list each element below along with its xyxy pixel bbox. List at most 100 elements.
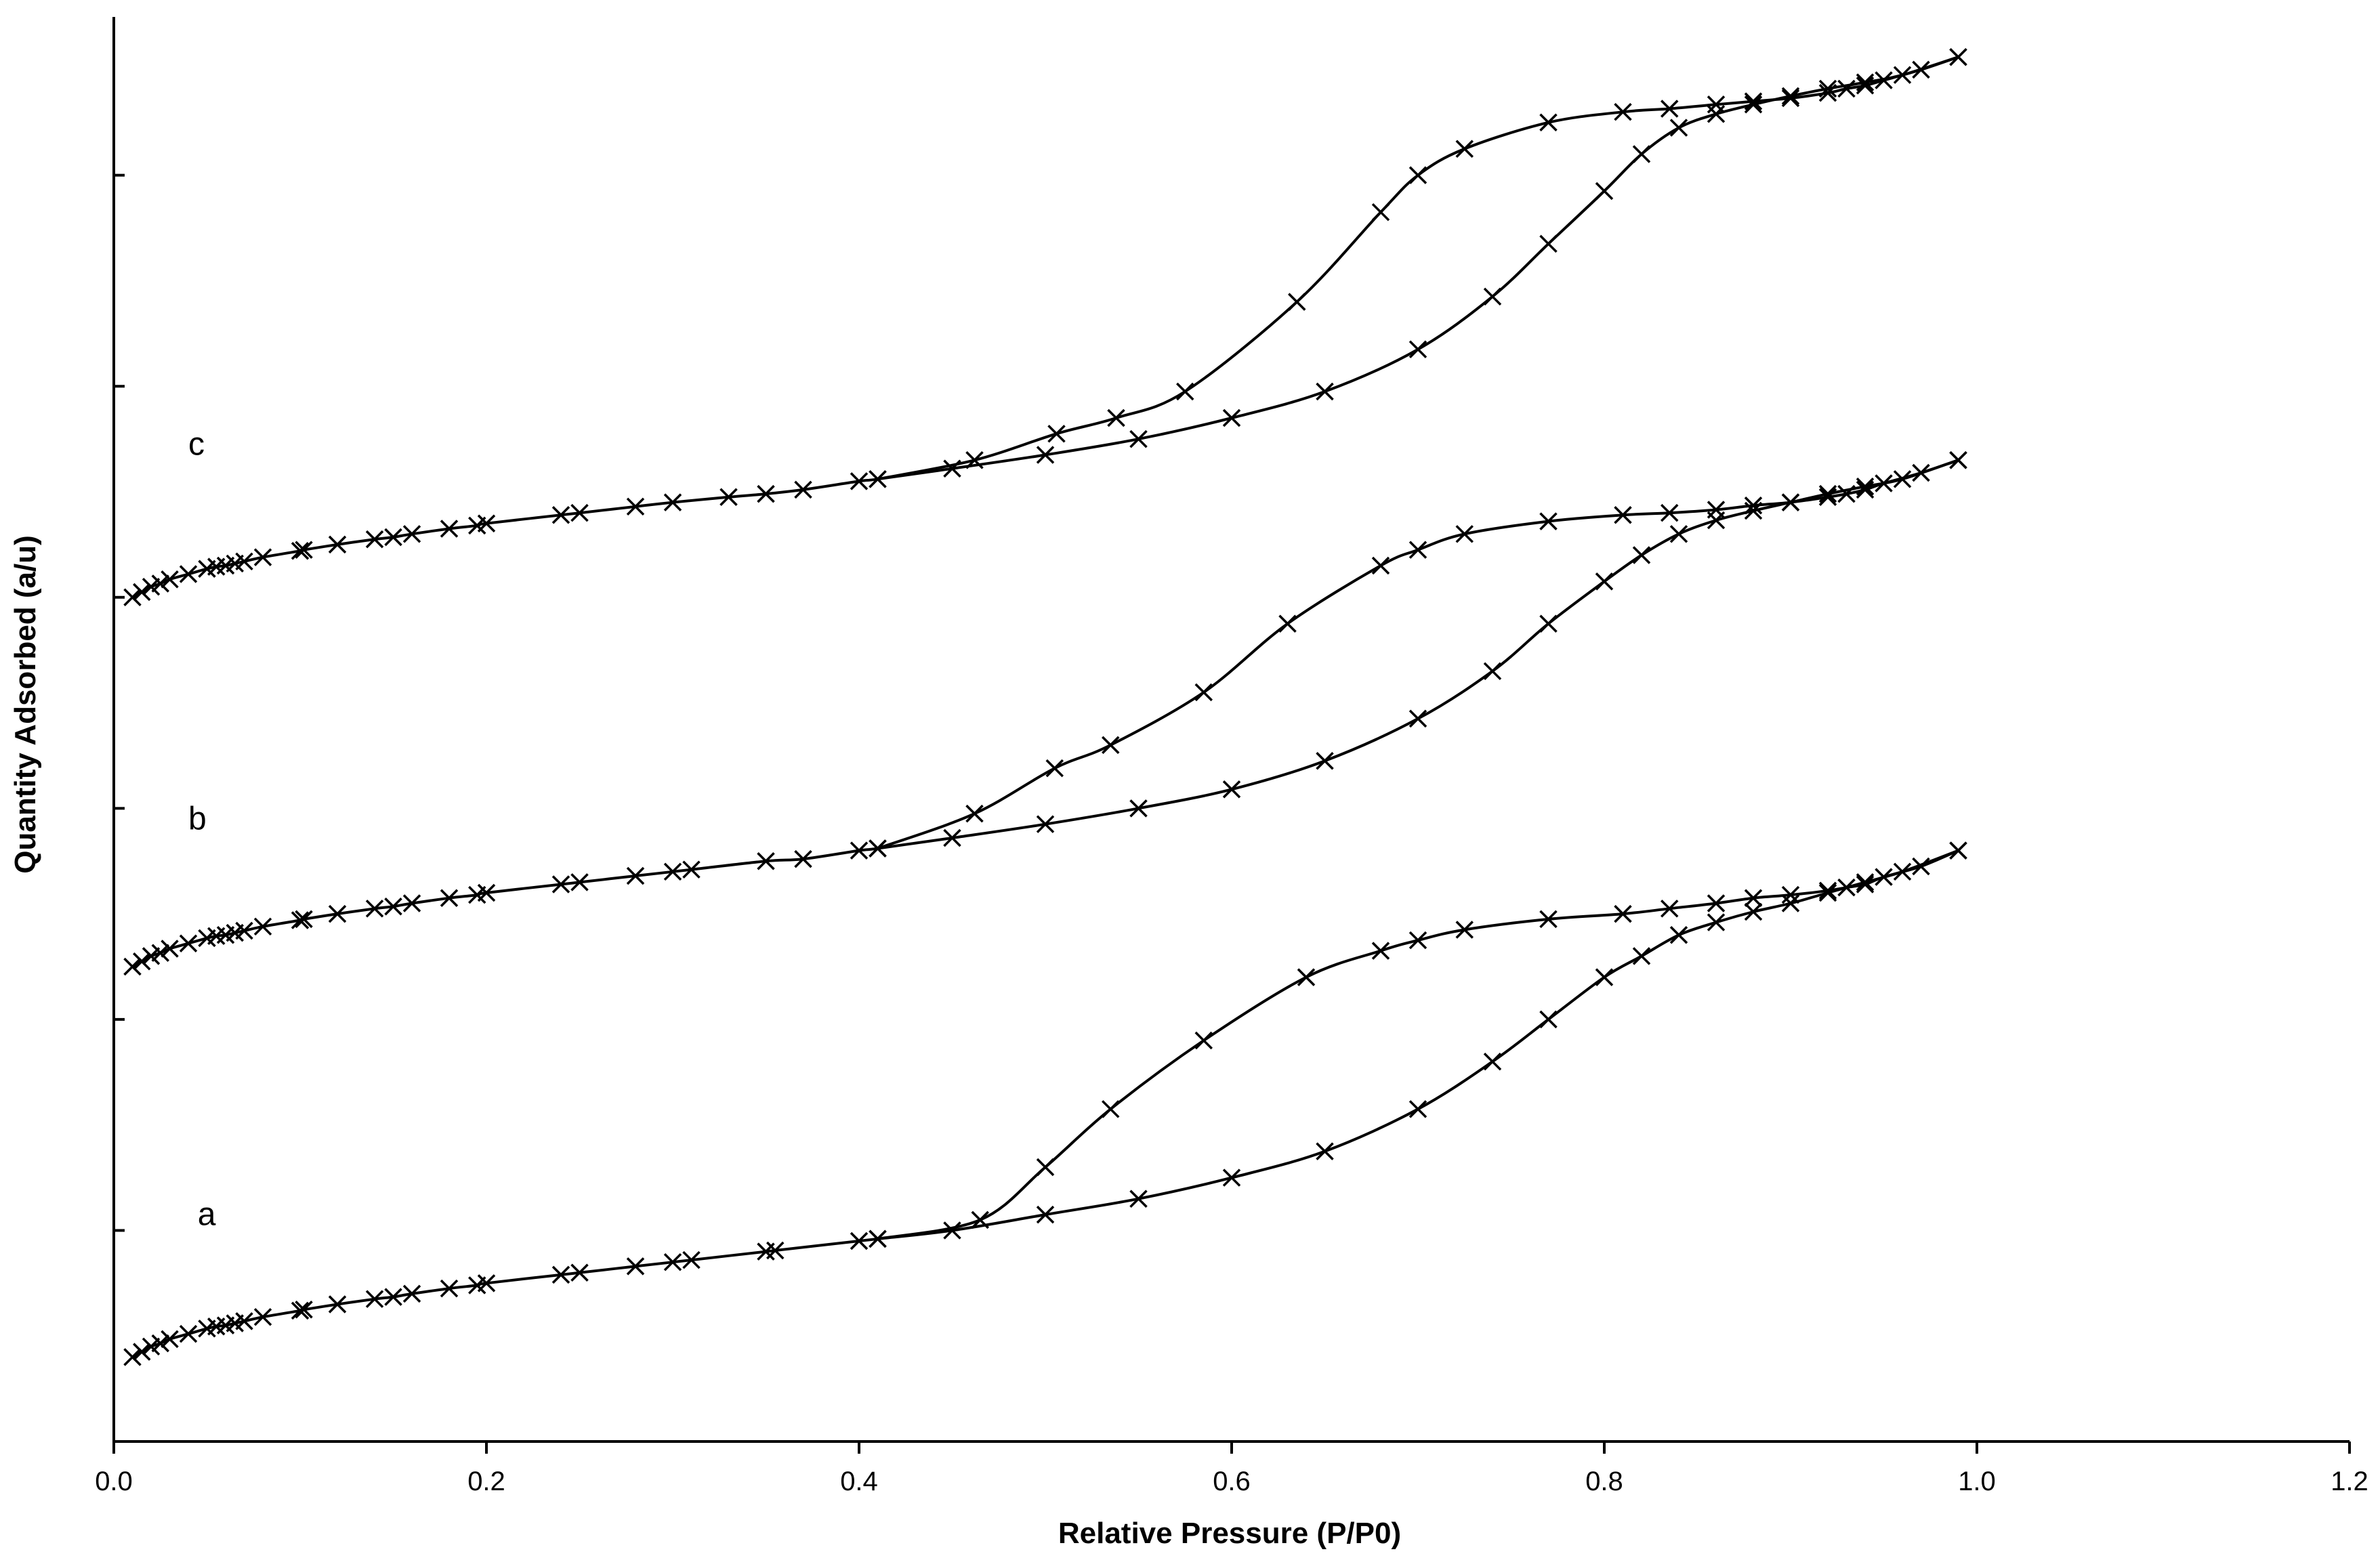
series-c-adsorption-point bbox=[477, 514, 496, 532]
series-c-desorption-point bbox=[1744, 92, 1763, 110]
series-c-adsorption-point bbox=[1036, 446, 1055, 464]
series-a-desorption-point bbox=[1875, 868, 1893, 886]
series-c-adsorption-point bbox=[1818, 79, 1837, 98]
series-b-adsorption-point bbox=[794, 849, 812, 868]
series-a-desorption-point bbox=[1036, 1158, 1055, 1177]
series-c-adsorption-point bbox=[151, 574, 169, 593]
series-b-desorption-point bbox=[1781, 493, 1800, 511]
x-tick-label: 0.6 bbox=[1213, 1467, 1251, 1496]
series-c-desorption-point bbox=[1707, 96, 1726, 114]
series-c-adsorption-point bbox=[1632, 145, 1651, 163]
series-b-adsorption-point bbox=[123, 957, 142, 976]
series-c-adsorption-point bbox=[291, 541, 310, 560]
series-a-adsorption-point bbox=[850, 1231, 869, 1250]
series-b-adsorption-point bbox=[551, 875, 570, 893]
series-a-adsorption-point bbox=[1856, 873, 1875, 891]
curve-label-b: b bbox=[188, 801, 207, 837]
series-a-adsorption-point bbox=[1036, 1205, 1055, 1224]
series-a-adsorption-point bbox=[477, 1274, 496, 1292]
series-a-adsorption-point bbox=[663, 1252, 682, 1271]
series-b-desorption-point bbox=[1661, 503, 1679, 522]
series-c-desorption-point bbox=[1288, 293, 1306, 311]
x-tick-label: 1.0 bbox=[1958, 1467, 1996, 1496]
series-c-adsorption-point bbox=[757, 484, 775, 503]
x-tick-label: 0.2 bbox=[467, 1467, 505, 1496]
series-c-adsorption-point bbox=[1856, 73, 1875, 91]
series-b-desorption-point bbox=[1949, 451, 1967, 469]
series-b-adsorption-point bbox=[1818, 484, 1837, 503]
series-a-adsorption-point bbox=[235, 1312, 253, 1330]
series-a-desorption-point bbox=[1744, 889, 1763, 907]
series-a-adsorption-point bbox=[133, 1343, 151, 1361]
series-a-adsorption-point bbox=[179, 1324, 198, 1343]
series-c-adsorption-point bbox=[1222, 408, 1241, 427]
series-c-adsorption-point bbox=[850, 472, 869, 490]
series-b-adsorption-point bbox=[1129, 799, 1148, 818]
series-a-desorption-point bbox=[1856, 875, 1875, 893]
series-c-adsorption-point bbox=[551, 506, 570, 524]
series-c-desorption-point bbox=[1455, 140, 1474, 158]
series-b-adsorption-point bbox=[328, 904, 347, 923]
series-a-adsorption-line bbox=[131, 849, 1959, 1359]
series-c-adsorption-point bbox=[161, 570, 179, 589]
series-c-adsorption-point bbox=[719, 488, 738, 507]
series-b-adsorption-point bbox=[626, 866, 645, 885]
series-b-adsorption-point bbox=[1222, 780, 1241, 799]
series-c-adsorption-point bbox=[626, 497, 645, 516]
series-c-desorption-point bbox=[1912, 60, 1930, 79]
series-a-adsorption-point bbox=[1669, 926, 1688, 944]
series-a-desorption-point bbox=[1408, 931, 1427, 950]
series-c-adsorption-point bbox=[1744, 96, 1763, 114]
series-b-adsorption-point bbox=[850, 841, 869, 860]
series-a-adsorption-point bbox=[1129, 1189, 1148, 1208]
series-c-desorption-line bbox=[877, 56, 1959, 481]
series-c-desorption-point bbox=[1047, 425, 1066, 443]
curve-label-c: c bbox=[188, 426, 205, 462]
series-c-desorption-point bbox=[1856, 77, 1875, 95]
series-b-adsorption-point bbox=[133, 952, 151, 971]
series-c-adsorption-point bbox=[295, 541, 313, 559]
series-b-adsorption-point bbox=[402, 894, 421, 912]
series-a-adsorption-point bbox=[1595, 968, 1614, 986]
series-a-desorption-point bbox=[1818, 881, 1837, 900]
series-c-adsorption-point bbox=[440, 520, 459, 538]
series-a-adsorption-point bbox=[365, 1290, 384, 1308]
series-c-adsorption-point bbox=[1316, 382, 1334, 401]
series-b-desorption-point bbox=[1371, 556, 1390, 575]
series-a-desorption-point bbox=[1949, 841, 1967, 860]
series-c-adsorption-line bbox=[131, 56, 1959, 599]
series-b-adsorption-point bbox=[682, 860, 701, 879]
series-a-adsorption-point bbox=[1316, 1142, 1334, 1160]
series-c-desorption-point bbox=[1661, 100, 1679, 118]
series-c-adsorption-point bbox=[570, 503, 589, 522]
x-tick-label: 1.2 bbox=[2331, 1467, 2368, 1496]
series-b-adsorption-point bbox=[253, 917, 272, 936]
series-a-adsorption-point bbox=[328, 1295, 347, 1313]
series-a-desorption-point bbox=[1781, 885, 1800, 904]
data-point-markers bbox=[123, 47, 1967, 1366]
series-a-adsorption-point bbox=[253, 1307, 272, 1326]
series-b-desorption-point bbox=[1102, 736, 1120, 755]
series-c-adsorption-point bbox=[402, 525, 421, 543]
series-c-adsorption-point bbox=[1539, 234, 1558, 253]
series-c-adsorption-point bbox=[133, 583, 151, 602]
series-c-desorption-point bbox=[1408, 166, 1427, 184]
series-b-adsorption-point bbox=[1483, 662, 1502, 681]
series-a-adsorption-point bbox=[1744, 902, 1763, 921]
series-b-desorption-point bbox=[1614, 506, 1632, 524]
series-b-adsorption-point bbox=[161, 940, 179, 958]
series-a-desorption-point bbox=[1297, 968, 1316, 986]
axis-ticks: 0.0 0.2 0.4 0.6 0.8 1.0 1.2 bbox=[95, 173, 2368, 1496]
series-a-desorption-point bbox=[869, 1229, 887, 1248]
series-c-desorption-point bbox=[1837, 79, 1856, 98]
series-a-desorption-point bbox=[1661, 900, 1679, 918]
series-c-adsorption-point bbox=[794, 480, 812, 499]
series-b-adsorption-point bbox=[1856, 477, 1875, 496]
series-a-adsorption-point bbox=[1707, 913, 1726, 931]
series-b-desorption-point bbox=[1856, 480, 1875, 499]
series-b-desorption-point bbox=[1408, 541, 1427, 559]
series-c-desorption-point bbox=[1949, 47, 1967, 66]
series-b-desorption-point bbox=[965, 804, 984, 823]
series-c-desorption-point bbox=[1781, 89, 1800, 108]
